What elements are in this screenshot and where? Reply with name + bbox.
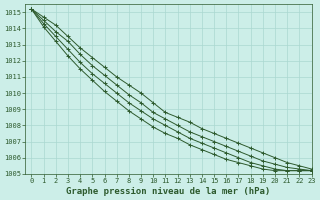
X-axis label: Graphe pression niveau de la mer (hPa): Graphe pression niveau de la mer (hPa) <box>66 187 271 196</box>
